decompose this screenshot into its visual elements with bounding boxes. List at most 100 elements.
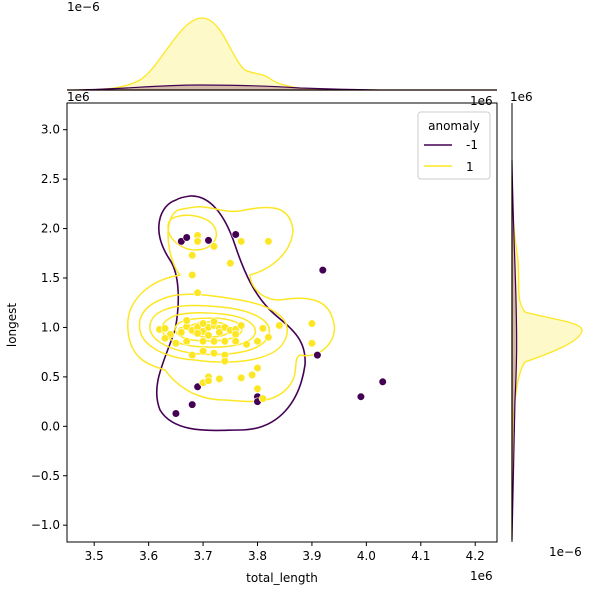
scatter-point-1-43	[275, 321, 284, 330]
scatter-point-neg1-9	[171, 409, 180, 418]
x-tick-label-6: 4.1	[411, 549, 430, 563]
y-tick-label-4: 1.0	[41, 320, 60, 334]
x-tick-label-5: 4.0	[357, 549, 376, 563]
scatter-point-1-29	[204, 331, 213, 340]
y-tick-label-3: 0.5	[41, 370, 60, 384]
y-ticks: −1.0 −0.5 0.0 0.5 1.0 1.5 2.0 2.5 3.0	[31, 123, 67, 532]
scatter-point-1-41	[264, 333, 273, 342]
scatter-point-1-56	[215, 374, 224, 384]
top-marginal-kde-neg1	[66, 84, 497, 91]
scatter-point-neg1-7	[193, 382, 202, 391]
kde-contour-neg1	[155, 195, 306, 432]
y-tick-label-5: 1.5	[41, 271, 60, 285]
scatter-point-1-23	[237, 321, 246, 330]
kde-contours-neg1	[155, 195, 306, 432]
scatter-point-neg1-11	[378, 377, 387, 386]
scatter-point-1-35	[199, 337, 208, 346]
y-tick-label-8: 3.0	[41, 123, 60, 137]
y-axis-label: longest	[5, 303, 19, 348]
scatter-point-1-42	[258, 324, 268, 333]
top-marginal-x-offset-label: 1e6	[470, 94, 493, 108]
scatter-point-1-58	[253, 384, 262, 393]
scatter-point-1-3	[237, 237, 246, 246]
right-marginal-kde-neg1	[511, 159, 518, 541]
scatter-point-1-28	[193, 329, 202, 338]
scatter-point-neg1-8	[188, 400, 197, 409]
scatter-point-1-52	[220, 357, 229, 366]
scatter-point-1-33	[171, 339, 180, 348]
scatter-point-1-46	[188, 351, 197, 360]
scatter-point-1-1	[193, 237, 202, 246]
main-axes: 3.5 3.6 3.7 3.8 3.9 4.0 4.1 4.2 −1.0 −0.5 0.0 0.5 1…	[5, 90, 533, 585]
scatter-point-1-7	[226, 259, 235, 268]
scatter-point-1-40	[253, 337, 262, 346]
scatter-point-1-59	[258, 394, 268, 403]
x-tick-label-4: 3.9	[302, 549, 321, 563]
legend: anomaly -1 1	[417, 111, 491, 180]
scatter-point-1-38	[231, 337, 240, 346]
top-marginal-kde-1	[66, 17, 497, 91]
scatter-point-1-39	[242, 340, 251, 349]
y-tick-label-6: 2.0	[41, 222, 60, 236]
scatter-point-1-51	[248, 370, 257, 380]
x-offset-label: 1e6	[470, 569, 493, 583]
scatter-point-1-50	[253, 363, 262, 373]
scatter-point-1-55	[204, 376, 213, 385]
y-tick-label-0: −1.0	[31, 518, 60, 532]
legend-box	[417, 111, 491, 180]
scatter-point-1-37	[220, 337, 229, 346]
scatter-series-1	[155, 231, 317, 403]
scatter-point-1-5	[188, 251, 197, 260]
right-marginal: 1e−6	[511, 103, 583, 559]
scatter-point-1-2	[209, 242, 219, 251]
plot-frame	[66, 102, 498, 543]
legend-label-neg1: -1	[466, 138, 478, 152]
scatter-point-1-30	[215, 328, 224, 337]
scatter-point-1-31	[231, 330, 240, 339]
scatter-point-1-25	[209, 317, 219, 326]
scatter-point-1-6	[188, 270, 197, 280]
top-marginal-offset-label: 1e−6	[67, 0, 100, 14]
scatter-point-1-36	[209, 337, 219, 346]
kde-contour-1-level2	[167, 214, 217, 251]
scatter-point-1-26	[177, 328, 186, 337]
scatter-point-neg1-4	[318, 266, 327, 275]
scatter-point-1-45	[307, 339, 317, 348]
legend-title: anomaly	[428, 119, 480, 133]
top-marginal: 1e−6	[66, 0, 497, 91]
y-tick-label-7: 2.5	[41, 172, 60, 186]
scatter-point-1-10	[160, 324, 170, 333]
y-offset-label: 1e6	[67, 90, 90, 104]
y-tick-label-2: 0.0	[41, 419, 60, 433]
y-tick-label-1: −0.5	[31, 469, 60, 483]
scatter-point-neg1-12	[313, 351, 322, 360]
right-marginal-kde-1	[511, 174, 583, 541]
scatter-point-1-4	[264, 237, 273, 246]
x-tick-label-7: 4.2	[466, 549, 485, 563]
x-tick-label-1: 3.6	[139, 549, 158, 563]
kde-contour-1-level3	[138, 293, 288, 363]
scatter-point-neg1-3	[231, 230, 240, 239]
right-marginal-offset-label: 1e−6	[549, 545, 582, 559]
scatter-point-1-57	[237, 373, 246, 383]
x-tick-label-3: 3.8	[248, 549, 267, 563]
x-tick-label-2: 3.7	[194, 549, 213, 563]
scatter-point-1-8	[193, 288, 202, 297]
scatter-point-neg1-1	[182, 233, 191, 242]
scatter-point-1-48	[209, 349, 219, 358]
scatter-point-1-44	[307, 319, 317, 328]
x-axis-label: total_length	[246, 571, 318, 585]
scatter-point-1-24	[199, 319, 208, 328]
kde-contour-1-level5	[161, 312, 257, 348]
scatter-point-1-27	[182, 316, 191, 325]
scatter-point-1-34	[182, 337, 191, 346]
legend-label-1: 1	[466, 160, 474, 174]
x-ticks: 3.5 3.6 3.7 3.8 3.9 4.0 4.1 4.2	[85, 542, 485, 563]
scatter-point-neg1-2	[204, 236, 213, 245]
x-tick-label-0: 3.5	[85, 549, 104, 563]
scatter-point-1-47	[199, 347, 208, 356]
right-marginal-y-offset-label: 1e6	[510, 90, 533, 104]
scatter-point-1-32	[160, 334, 170, 343]
scatter-point-neg1-10	[356, 392, 366, 401]
